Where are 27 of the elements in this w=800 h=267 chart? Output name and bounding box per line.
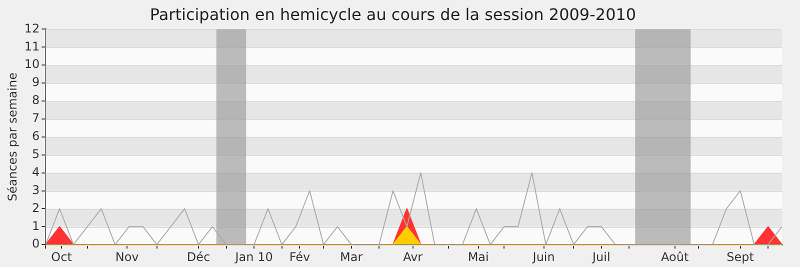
y-tick-label: 7 [32,111,40,126]
y-tick-label: 0 [32,236,40,251]
x-tick-label: Jan 10 [234,250,273,264]
y-tick-label: 5 [32,146,40,161]
x-tick-label: Fév [289,250,310,264]
y-tick-label: 3 [32,182,40,197]
y-tick-label: 9 [32,75,40,90]
x-tick-label: Mar [340,250,363,264]
x-tick-label: Avr [403,250,423,264]
y-tick-label: 12 [24,21,40,36]
y-tick-label: 4 [32,164,40,179]
y-tick-label: 8 [32,93,40,108]
y-axis-title: Séances par semaine [5,72,20,202]
y-tick-label: 1 [32,218,40,233]
x-tick-label: Juil [591,250,610,264]
chart-title: Participation en hemicycle au cours de la session 2009-2010 [150,4,636,24]
y-tick-label: 2 [32,200,40,215]
x-tick-label: Août [660,250,689,264]
x-tick-label: Oct [51,250,72,264]
y-tick-label: 6 [32,129,40,144]
x-tick-label: Juin [532,250,555,264]
x-tick-label: Mai [468,250,489,264]
x-tick-label: Sept [726,250,754,264]
y-tick-label: 11 [24,39,40,54]
x-tick-label: Nov [115,250,139,264]
y-tick-label: 10 [24,57,40,72]
x-tick-label: Déc [186,250,210,264]
